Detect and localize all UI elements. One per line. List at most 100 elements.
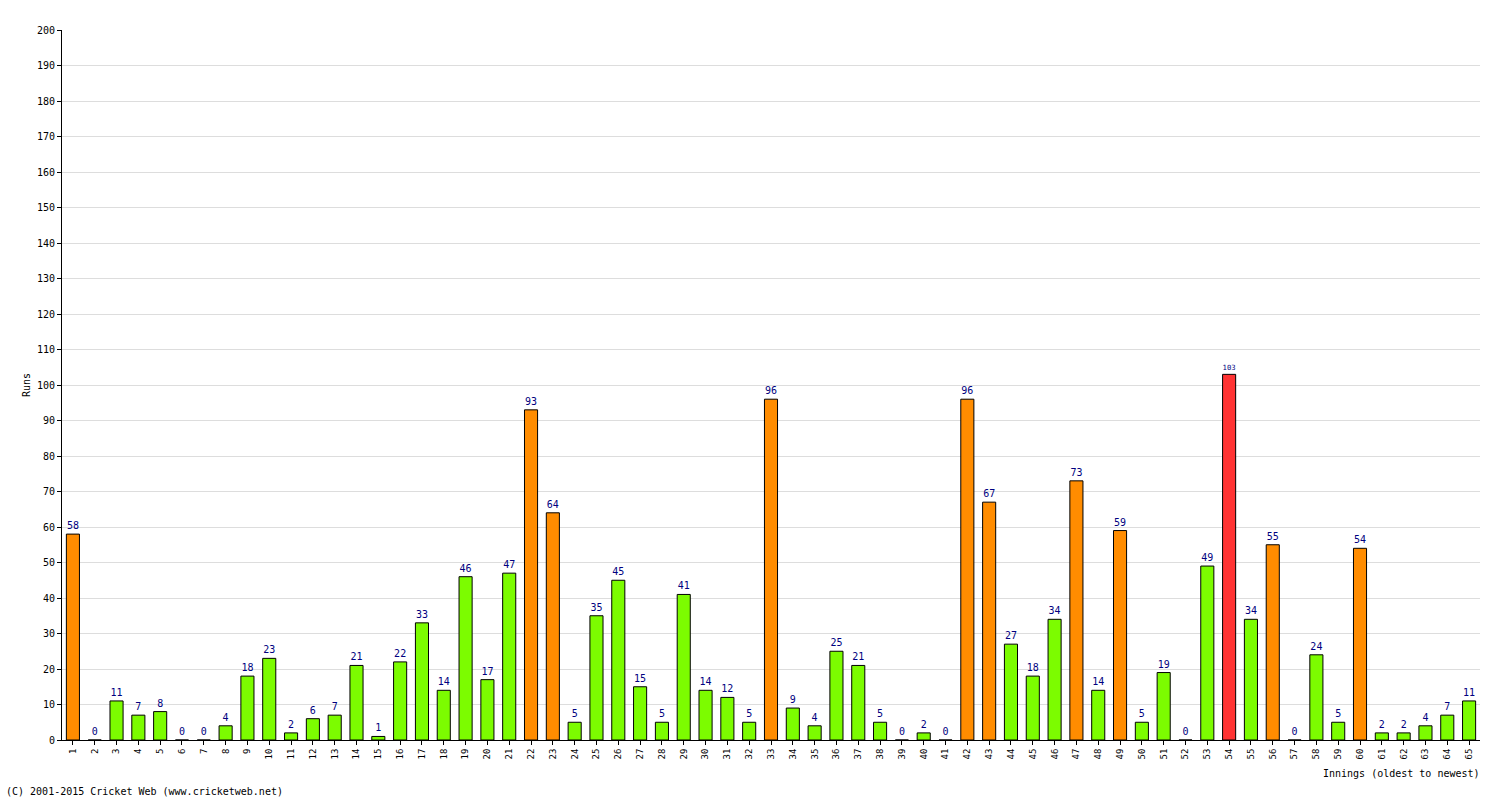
svg-text:12: 12 [721,683,733,694]
svg-text:18: 18 [1027,662,1039,673]
svg-text:12: 12 [308,749,318,760]
svg-text:14: 14 [700,676,712,687]
svg-text:47: 47 [503,559,515,570]
svg-text:96: 96 [961,385,973,396]
svg-text:4: 4 [812,712,818,723]
svg-text:160: 160 [37,167,55,178]
svg-text:45: 45 [612,566,624,577]
svg-text:19: 19 [1158,659,1170,670]
svg-text:47: 47 [1071,749,1081,760]
svg-text:9: 9 [242,749,252,754]
svg-text:5: 5 [746,708,752,719]
svg-text:0: 0 [201,726,207,737]
svg-text:1: 1 [375,722,381,733]
svg-text:6: 6 [310,705,316,716]
svg-text:38: 38 [875,749,885,760]
svg-text:0: 0 [49,735,55,746]
svg-text:55: 55 [1246,749,1256,760]
svg-text:7: 7 [1444,701,1450,712]
svg-text:21: 21 [504,749,514,760]
svg-text:2: 2 [90,749,100,754]
svg-text:73: 73 [1070,467,1082,478]
svg-text:64: 64 [547,499,559,510]
svg-text:56: 56 [1268,749,1278,760]
svg-text:24: 24 [570,749,580,760]
svg-text:190: 190 [37,60,55,71]
svg-text:11: 11 [111,687,123,698]
svg-text:33: 33 [416,609,428,620]
svg-text:5: 5 [1139,708,1145,719]
svg-text:44: 44 [1006,749,1016,760]
svg-text:7: 7 [332,701,338,712]
svg-text:22: 22 [394,648,406,659]
svg-text:27: 27 [1005,630,1017,641]
svg-text:7: 7 [199,749,209,754]
svg-text:20: 20 [43,664,55,675]
svg-text:18: 18 [241,662,253,673]
svg-text:50: 50 [1137,749,1147,760]
svg-text:45: 45 [1028,749,1038,760]
svg-text:70: 70 [43,486,55,497]
svg-text:40: 40 [43,593,55,604]
svg-text:15: 15 [634,673,646,684]
svg-text:5: 5 [572,708,578,719]
svg-text:46: 46 [1050,749,1060,760]
svg-text:51: 51 [1159,749,1169,760]
svg-text:14: 14 [1092,676,1104,687]
svg-text:(C) 2001-2015 Cricket Web (www: (C) 2001-2015 Cricket Web (www.cricketwe… [6,786,283,797]
svg-text:10: 10 [264,749,274,760]
svg-text:Innings (oldest to newest): Innings (oldest to newest) [1323,768,1480,779]
svg-text:49: 49 [1201,552,1213,563]
svg-text:42: 42 [962,749,972,760]
svg-text:25: 25 [830,637,842,648]
svg-text:32: 32 [744,749,754,760]
svg-text:39: 39 [897,749,907,760]
svg-text:59: 59 [1333,749,1343,760]
svg-text:28: 28 [657,749,667,760]
svg-text:50: 50 [43,557,55,568]
svg-text:103: 103 [1223,363,1236,372]
svg-text:11: 11 [1463,687,1475,698]
svg-text:4: 4 [223,712,229,723]
svg-text:1: 1 [68,749,78,754]
svg-text:130: 130 [37,273,55,284]
svg-text:14: 14 [351,749,361,760]
svg-text:24: 24 [1310,641,1322,652]
svg-text:37: 37 [853,749,863,760]
svg-text:40: 40 [919,749,929,760]
svg-text:6: 6 [177,749,187,754]
svg-text:5: 5 [659,708,665,719]
svg-text:53: 53 [1202,749,1212,760]
svg-text:5: 5 [877,708,883,719]
svg-text:35: 35 [590,602,602,613]
svg-text:14: 14 [438,676,450,687]
svg-text:58: 58 [67,520,79,531]
svg-text:23: 23 [263,644,275,655]
svg-text:0: 0 [943,726,949,737]
svg-text:41: 41 [940,749,950,760]
svg-text:62: 62 [1399,749,1409,760]
svg-text:52: 52 [1180,749,1190,760]
svg-text:35: 35 [810,749,820,760]
svg-text:17: 17 [481,666,493,677]
svg-text:16: 16 [395,749,405,760]
svg-text:90: 90 [43,415,55,426]
svg-text:8: 8 [221,749,231,754]
svg-text:22: 22 [526,749,536,760]
svg-text:7: 7 [135,701,141,712]
svg-text:60: 60 [43,522,55,533]
svg-text:13: 13 [330,749,340,760]
svg-text:0: 0 [92,726,98,737]
svg-text:59: 59 [1114,517,1126,528]
svg-text:Runs: Runs [21,373,32,397]
svg-text:3: 3 [111,749,121,754]
svg-text:27: 27 [635,749,645,760]
svg-text:17: 17 [417,749,427,760]
svg-text:2: 2 [1379,719,1385,730]
svg-text:150: 150 [37,202,55,213]
svg-text:61: 61 [1377,749,1387,760]
svg-text:34: 34 [1245,605,1257,616]
svg-text:0: 0 [179,726,185,737]
svg-text:43: 43 [984,749,994,760]
svg-text:23: 23 [548,749,558,760]
